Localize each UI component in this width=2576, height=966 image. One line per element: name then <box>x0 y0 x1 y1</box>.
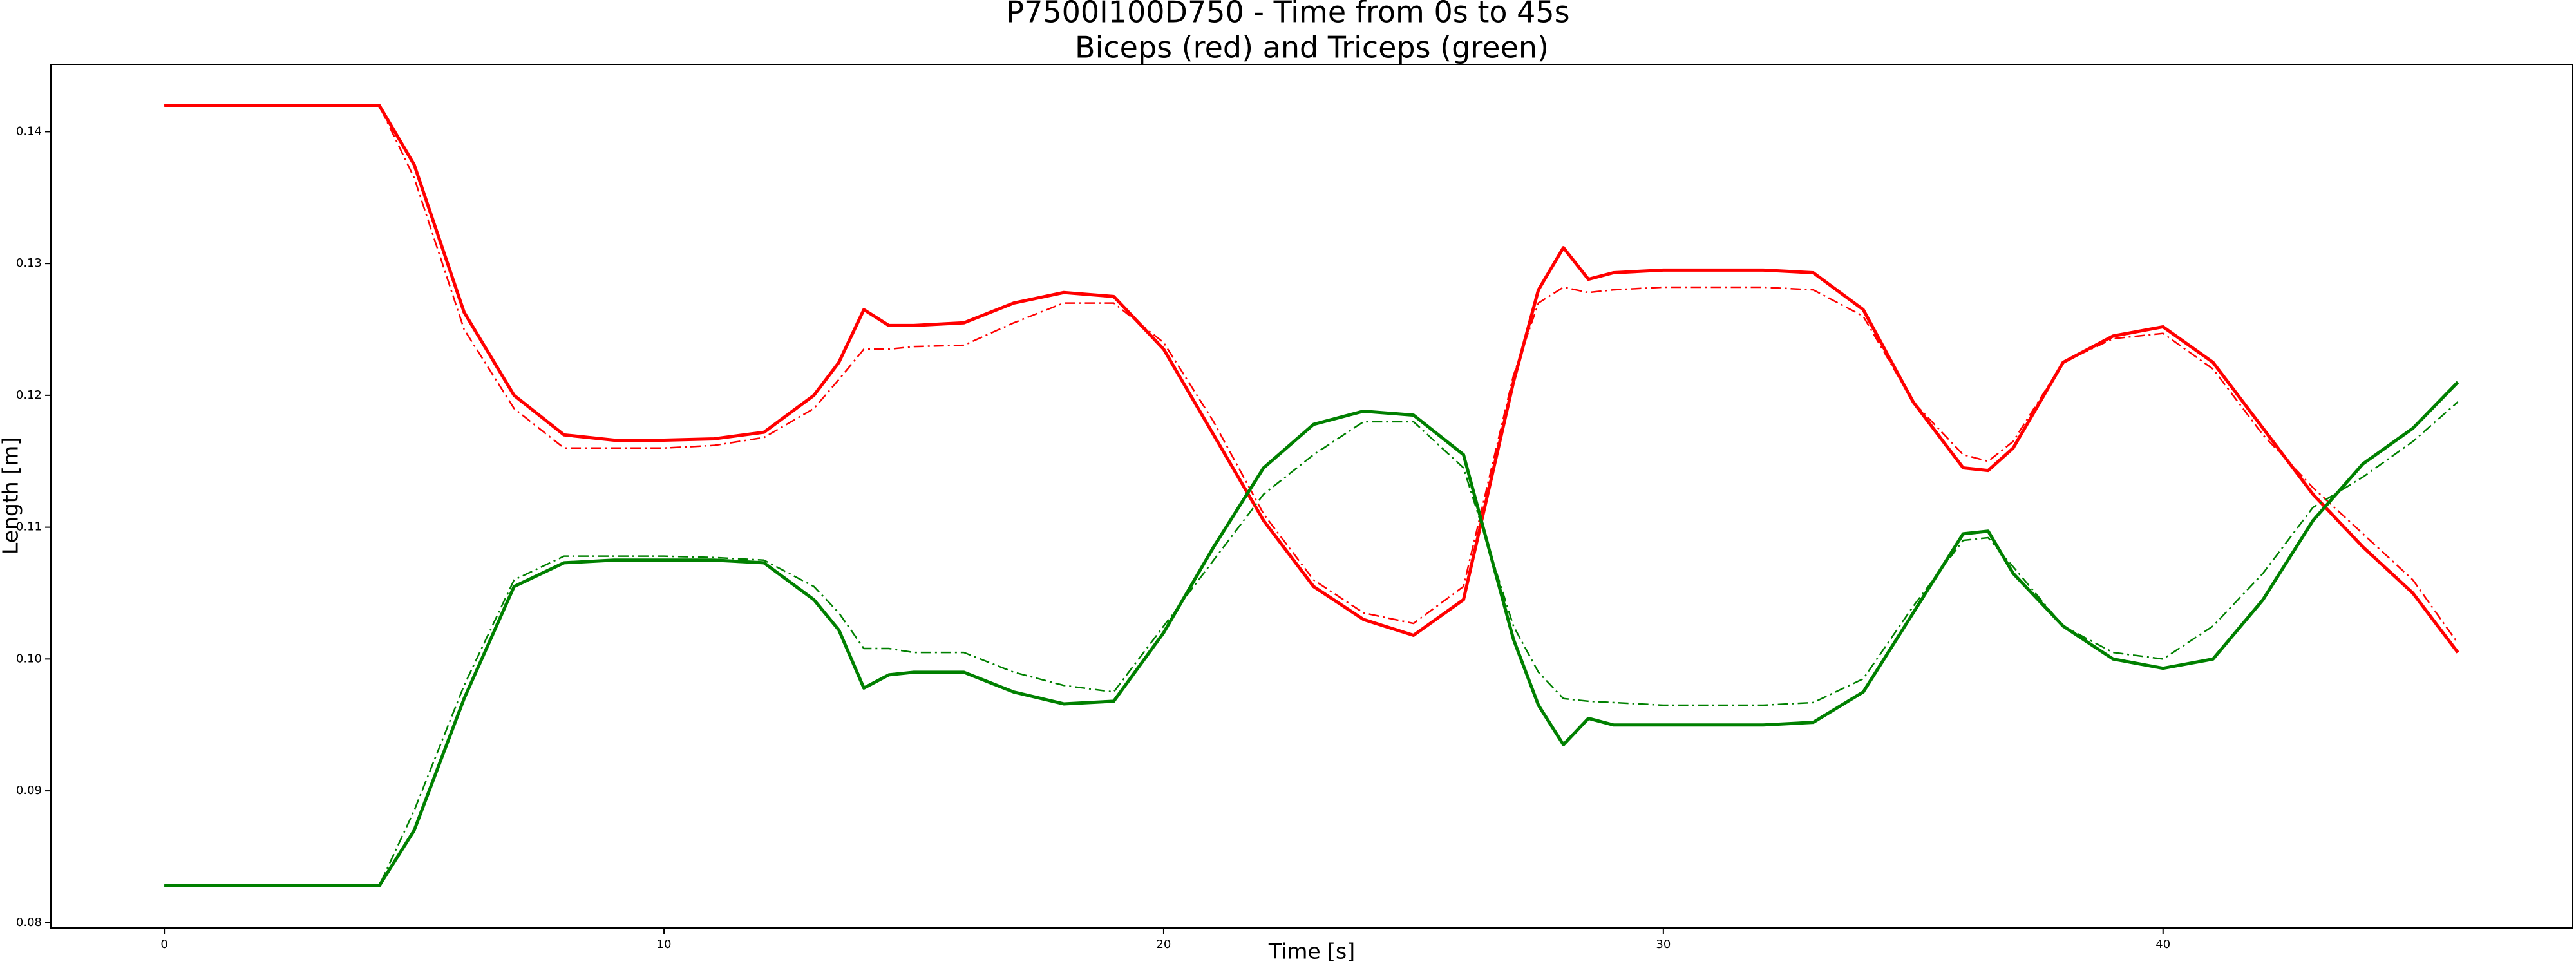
chart-subtitle: Biceps (red) and Triceps (green) <box>1075 30 1549 65</box>
x-axis-label: Time [s] <box>1268 939 1355 964</box>
series-line <box>164 103 2459 654</box>
x-tick-label: 0 <box>160 938 167 951</box>
x-tick-label: 20 <box>1156 938 1171 951</box>
x-tick-label: 30 <box>1656 938 1671 951</box>
y-tick-label: 0.14 <box>16 124 42 138</box>
y-tick-label: 0.10 <box>16 652 42 665</box>
series-line <box>164 381 2459 887</box>
y-tick-label: 0.09 <box>16 784 42 797</box>
y-tick-label: 0.13 <box>16 256 42 270</box>
series-line <box>164 104 2459 644</box>
y-tick-label: 0.12 <box>16 388 42 402</box>
x-tick-label: 10 <box>657 938 672 951</box>
series-line <box>164 401 2459 887</box>
chart-title: P7500I100D750 - Time from 0s to 45s <box>1006 0 1569 30</box>
y-axis-label: Length [m] <box>0 437 23 554</box>
plot-frame <box>50 64 2573 929</box>
x-tick-label: 40 <box>2155 938 2170 951</box>
y-tick-label: 0.11 <box>16 520 42 534</box>
y-tick-label: 0.08 <box>16 916 42 929</box>
